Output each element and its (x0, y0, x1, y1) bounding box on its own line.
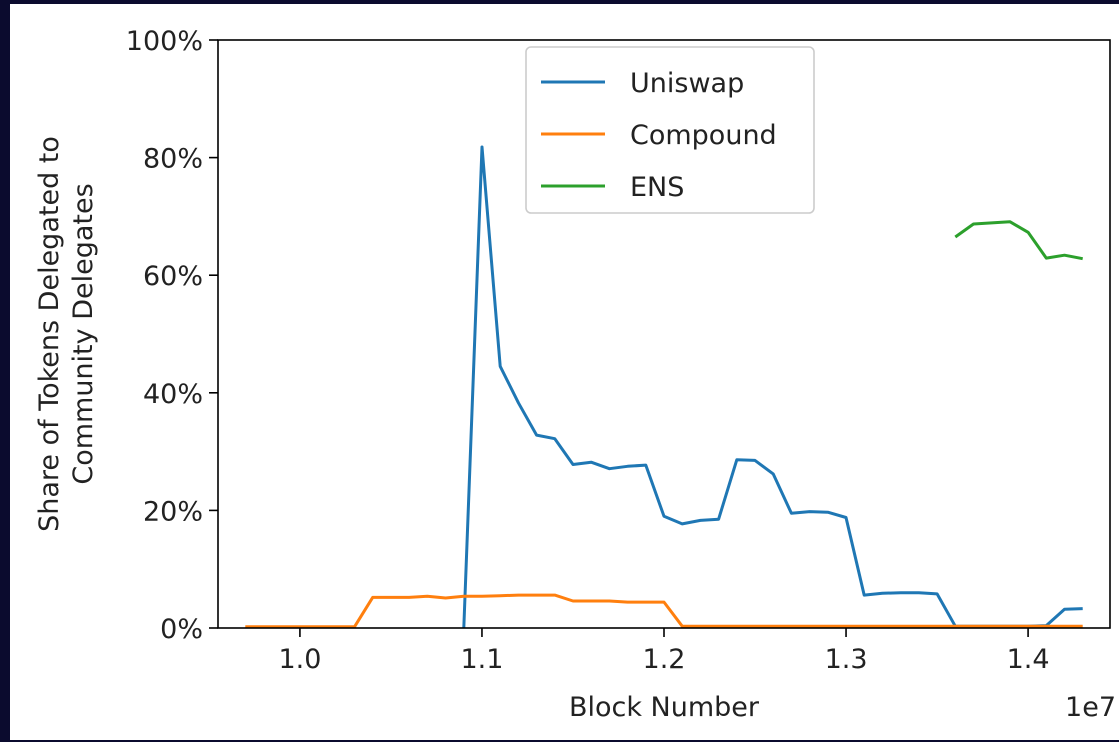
series-line-compound (245, 593, 1083, 629)
chart-figure: 1.0 1.1 1.2 1.3 1.4 0% 20% 40% 60% 80% 100% Block… (10, 4, 1119, 740)
x-tick-label: 1.1 (460, 644, 503, 675)
x-tick-label: 1.3 (825, 644, 868, 675)
legend-label: Uniswap (630, 68, 744, 99)
x-ticks: 1.0 1.1 1.2 1.3 1.4 (278, 628, 1050, 675)
x-tick-label: 1.0 (278, 644, 321, 675)
legend: Uniswap Compound ENS (525, 46, 815, 214)
series-layer (245, 145, 1083, 629)
y-tick-label: 100% (126, 26, 203, 57)
y-tick-label: 80% (143, 144, 203, 175)
y-tick-label: 60% (143, 261, 203, 292)
x-tick-label: 1.2 (643, 644, 686, 675)
y-tick-label: 20% (143, 496, 203, 527)
y-axis-label-line2: Community Delegates (68, 183, 99, 484)
series-line-ens (954, 220, 1083, 261)
x-offset-label: 1e7 (1065, 692, 1116, 723)
y-tick-label: 40% (143, 379, 203, 410)
line-chart: 1.0 1.1 1.2 1.3 1.4 0% 20% 40% 60% 80% 100% Block… (34, 26, 1116, 723)
legend-box (525, 46, 815, 214)
y-tick-label: 0% (160, 614, 203, 645)
y-ticks: 0% 20% 40% 60% 80% 100% (126, 26, 218, 645)
series-line-uniswap (462, 145, 1083, 629)
x-axis-label: Block Number (569, 692, 760, 723)
y-axis-label-line1: Share of Tokens Delegated to (34, 136, 65, 532)
legend-label: Compound (630, 120, 777, 151)
x-tick-label: 1.4 (1007, 644, 1050, 675)
legend-label: ENS (630, 172, 684, 203)
